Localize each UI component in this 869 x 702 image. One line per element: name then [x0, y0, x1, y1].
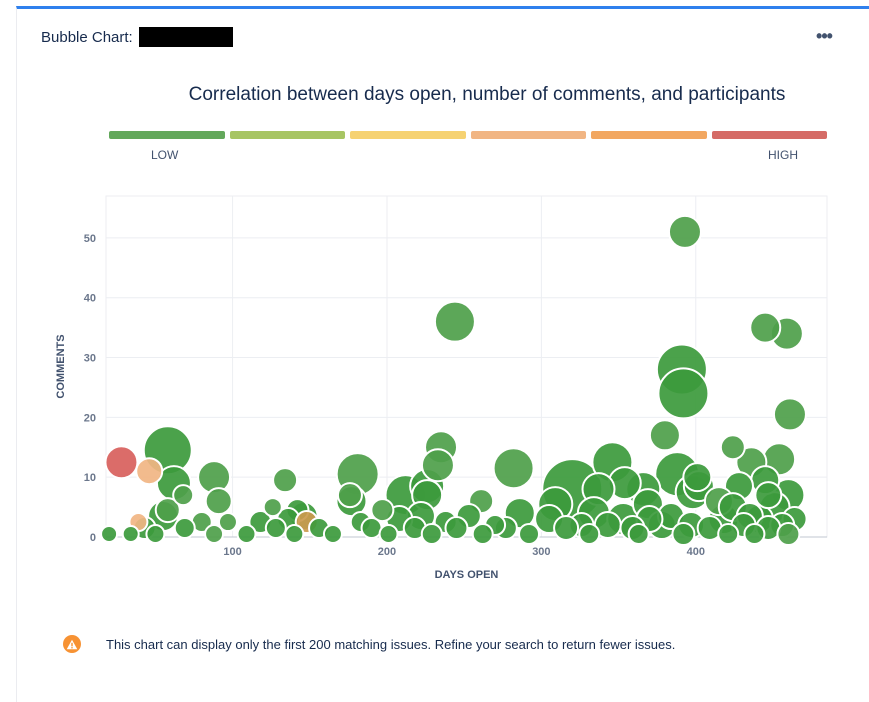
y-tick-label: 30 — [84, 353, 96, 365]
bubble-point[interactable] — [667, 214, 702, 249]
bubble-point[interactable] — [682, 462, 713, 493]
bubble-point[interactable] — [749, 311, 782, 344]
bubble-point[interactable] — [336, 482, 363, 509]
bubble-point[interactable] — [154, 497, 181, 524]
bubble-point[interactable] — [135, 457, 164, 486]
warning-message: This chart can display only the first 20… — [106, 636, 676, 652]
limit-warning: This chart can display only the first 20… — [63, 635, 675, 653]
bubble-point[interactable] — [471, 523, 494, 546]
legend-color-1 — [109, 131, 225, 139]
bubble-point[interactable] — [492, 447, 535, 490]
y-tick-label: 10 — [84, 472, 96, 484]
bubble-point[interactable] — [433, 300, 476, 343]
bubble-point[interactable] — [204, 524, 225, 545]
bubble-point[interactable] — [100, 525, 119, 544]
warning-icon — [63, 635, 81, 653]
legend-color-5 — [591, 131, 707, 139]
x-tick-label: 300 — [532, 546, 550, 558]
bubble-chart-gadget: Bubble Chart: ••• Correlation between da… — [16, 6, 869, 702]
bubble-point[interactable] — [743, 523, 766, 546]
gadget-header: Bubble Chart: — [41, 25, 233, 49]
redacted-filter-name — [138, 27, 233, 47]
legend-color-2 — [229, 131, 345, 139]
bubble-point[interactable] — [264, 517, 287, 540]
bubble-point[interactable] — [262, 497, 283, 518]
bubble-point[interactable] — [420, 448, 455, 483]
y-tick-label: 0 — [90, 532, 96, 544]
gadget-title: Bubble Chart: — [41, 28, 133, 46]
bubbles — [100, 214, 808, 547]
y-tick-label: 20 — [84, 412, 96, 424]
y-tick-label: 40 — [84, 293, 96, 305]
bubble-point[interactable] — [719, 434, 746, 461]
bubble-point[interactable] — [204, 487, 233, 516]
bubble-point[interactable] — [360, 517, 383, 540]
bubble-point[interactable] — [121, 525, 140, 544]
bubble-point[interactable] — [217, 512, 238, 533]
bubble-point[interactable] — [104, 445, 139, 480]
bubble-point[interactable] — [717, 523, 740, 546]
bubble-point[interactable] — [172, 484, 195, 507]
bubble-point[interactable] — [284, 524, 305, 545]
bubble-point[interactable] — [553, 515, 580, 542]
bubble-point[interactable] — [657, 367, 710, 420]
x-axis-label: DAYS OPEN — [435, 569, 499, 581]
bubble-point[interactable] — [648, 419, 681, 452]
bubble-point[interactable] — [518, 523, 541, 546]
bubble-point[interactable] — [772, 397, 807, 432]
bubble-point[interactable] — [145, 524, 166, 545]
legend-color-3 — [350, 131, 466, 139]
more-options-icon[interactable]: ••• — [816, 25, 833, 46]
bubble-point[interactable] — [627, 523, 650, 546]
bubble-point[interactable] — [776, 522, 801, 547]
bubble-point[interactable] — [754, 481, 783, 510]
bubble-point[interactable] — [671, 522, 696, 547]
bubble-point[interactable] — [272, 467, 299, 494]
color-legend: LOW HIGH — [109, 131, 827, 164]
bubble-point[interactable] — [370, 498, 395, 523]
x-tick-label: 400 — [687, 546, 705, 558]
y-tick-label: 50 — [84, 233, 96, 245]
y-axis-label: COMMENTS — [55, 334, 67, 398]
bubble-point[interactable] — [444, 516, 469, 541]
legend-high-label: HIGH — [768, 148, 798, 162]
legend-low-label: LOW — [151, 148, 179, 162]
bubble-point[interactable] — [378, 524, 399, 545]
x-tick-label: 200 — [378, 546, 396, 558]
x-tick-label: 100 — [223, 546, 241, 558]
bubble-point[interactable] — [578, 523, 601, 546]
legend-color-4 — [470, 131, 586, 139]
bubble-point[interactable] — [420, 523, 443, 546]
chart-title: Correlation between days open, number of… — [188, 84, 786, 105]
bubble-point[interactable] — [236, 524, 257, 545]
legend-color-6 — [711, 131, 827, 139]
legend-color-scale — [109, 131, 827, 139]
bubble-point[interactable] — [173, 517, 196, 540]
bubble-point[interactable] — [322, 524, 343, 545]
